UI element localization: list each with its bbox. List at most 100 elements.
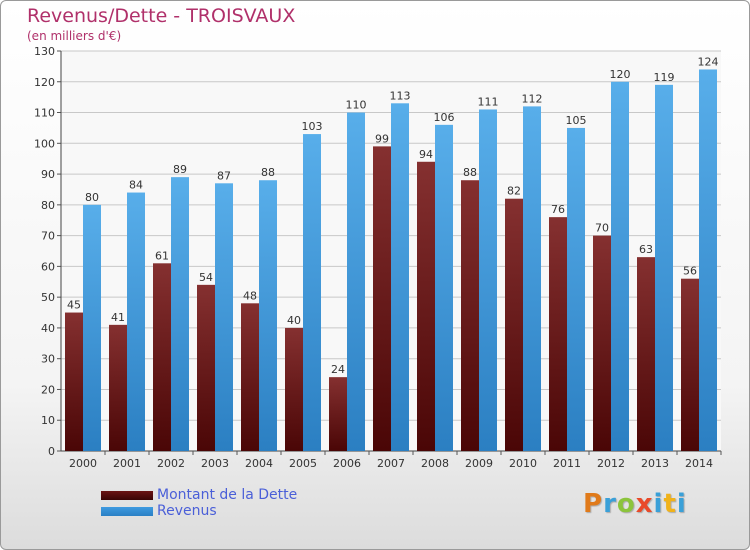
data-label-dette: 41 (111, 311, 125, 324)
data-label-dette: 24 (331, 363, 345, 376)
x-tick-label: 2002 (157, 457, 185, 470)
logo-letter: t (663, 489, 677, 519)
logo-letter: i (676, 489, 687, 519)
bar-revenus (435, 124, 453, 451)
data-label-revenus: 106 (434, 111, 455, 124)
x-tick-label: 2013 (641, 457, 669, 470)
data-label-revenus: 80 (85, 191, 99, 204)
data-label-revenus: 111 (478, 95, 499, 108)
logo-letter: x (635, 489, 654, 519)
bar-revenus (83, 204, 101, 451)
data-label-revenus: 89 (173, 163, 187, 176)
data-label-dette: 61 (155, 249, 169, 262)
bar-dette (153, 263, 171, 451)
y-tick-label: 120 (34, 76, 55, 89)
bar-revenus (479, 109, 497, 451)
data-label-revenus: 105 (566, 114, 587, 127)
bar-dette (197, 284, 215, 451)
data-label-revenus: 113 (390, 89, 411, 102)
y-tick-label: 70 (41, 230, 55, 243)
bar-dette (681, 278, 699, 451)
data-label-dette: 54 (199, 271, 213, 284)
data-label-revenus: 120 (610, 68, 631, 81)
bar-dette (329, 377, 347, 451)
bar-revenus (215, 183, 233, 452)
legend-label-dette: Montant de la Dette (157, 487, 298, 503)
bar-dette (637, 257, 655, 451)
data-label-revenus: 124 (698, 55, 719, 68)
y-tick-label: 30 (41, 353, 55, 366)
x-tick-label: 2011 (553, 457, 581, 470)
bar-revenus (259, 180, 277, 451)
bar-revenus (391, 103, 409, 452)
data-label-dette: 40 (287, 314, 301, 327)
y-tick-label: 60 (41, 260, 55, 273)
bar-revenus (127, 192, 145, 452)
bar-dette (593, 235, 611, 451)
bar-revenus (523, 106, 541, 451)
bar-dette (549, 217, 567, 451)
bar-revenus (611, 81, 629, 452)
data-label-revenus: 119 (654, 71, 675, 84)
x-tick-label: 2006 (333, 457, 361, 470)
logo-letter: P (583, 489, 604, 519)
logo-letter: r (603, 489, 617, 519)
data-label-dette: 76 (551, 203, 565, 216)
bar-revenus (567, 127, 585, 451)
data-label-revenus: 84 (129, 179, 143, 192)
data-label-dette: 88 (463, 166, 477, 179)
legend-swatch-dette (101, 491, 153, 500)
bar-dette (373, 146, 391, 451)
y-tick-label: 90 (41, 168, 55, 181)
bar-dette (505, 198, 523, 451)
x-tick-label: 2012 (597, 457, 625, 470)
legend-label-revenus: Revenus (157, 503, 217, 519)
x-tick-label: 2007 (377, 457, 405, 470)
y-tick-label: 50 (41, 291, 55, 304)
bar-dette (285, 327, 303, 451)
data-label-revenus: 103 (302, 120, 323, 133)
bar-dette (417, 161, 435, 451)
y-tick-label: 10 (41, 414, 55, 427)
data-label-dette: 48 (243, 289, 257, 302)
bar-revenus (347, 112, 365, 452)
x-tick-label: 2000 (69, 457, 97, 470)
y-tick-label: 40 (41, 322, 55, 335)
y-tick-label: 20 (41, 383, 55, 396)
data-label-dette: 70 (595, 222, 609, 235)
chart-subtitle: (en milliers d'€) (27, 29, 122, 43)
x-tick-label: 2014 (685, 457, 713, 470)
y-tick-label: 100 (34, 137, 55, 150)
bar-revenus (171, 177, 189, 451)
y-tick-label: 130 (34, 45, 55, 58)
bar-revenus (699, 69, 717, 451)
bar-dette (109, 324, 127, 451)
bar-dette (461, 180, 479, 451)
chart-title: Revenus/Dette - TROISVAUX (27, 5, 296, 27)
x-tick-label: 2003 (201, 457, 229, 470)
y-tick-label: 0 (48, 445, 55, 458)
legend-swatch-revenus (101, 507, 153, 516)
y-tick-label: 80 (41, 199, 55, 212)
data-label-dette: 82 (507, 185, 521, 198)
bar-revenus (655, 84, 673, 451)
data-label-dette: 56 (683, 265, 697, 278)
x-tick-label: 2001 (113, 457, 141, 470)
x-tick-label: 2010 (509, 457, 537, 470)
logo-letter: i (653, 489, 664, 519)
bar-revenus (303, 134, 321, 452)
data-label-revenus: 110 (346, 99, 367, 112)
data-label-revenus: 87 (217, 169, 231, 182)
data-label-dette: 94 (419, 148, 433, 161)
proxiti-logo: Proxiti (583, 489, 687, 519)
y-tick-label: 110 (34, 107, 55, 120)
x-tick-label: 2004 (245, 457, 273, 470)
data-label-revenus: 112 (522, 92, 543, 105)
bar-dette (65, 312, 83, 451)
data-label-dette: 45 (67, 299, 81, 312)
x-tick-label: 2009 (465, 457, 493, 470)
data-label-dette: 63 (639, 243, 653, 256)
x-tick-label: 2005 (289, 457, 317, 470)
